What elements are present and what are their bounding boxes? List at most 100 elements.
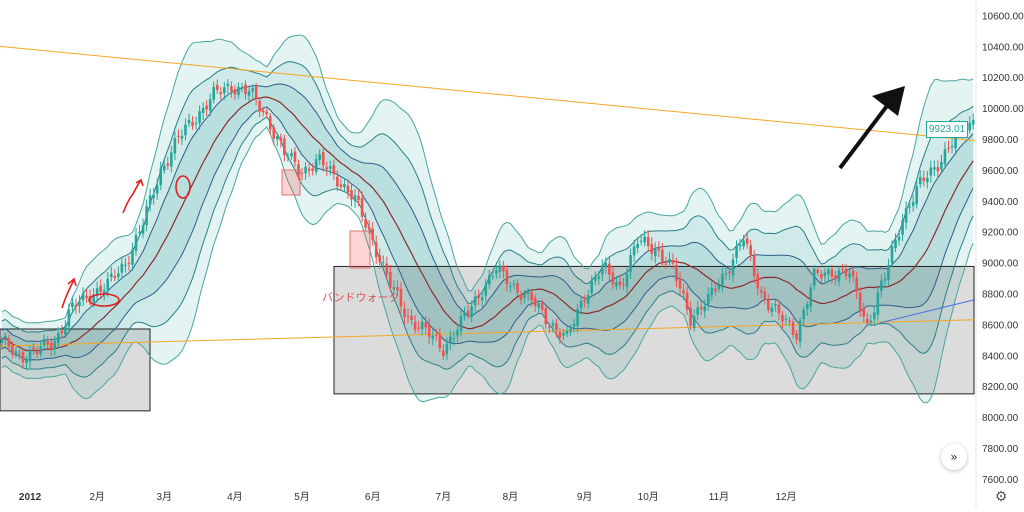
candle-body <box>339 184 343 187</box>
forecast-arrow-head <box>872 86 905 116</box>
candle-body <box>109 273 113 277</box>
candle-body <box>420 321 424 330</box>
candle-body <box>120 263 124 273</box>
candle-body <box>88 296 92 303</box>
resistance-trendline <box>0 45 976 142</box>
candle-body <box>615 282 618 287</box>
candle-body <box>399 288 403 307</box>
x-tick-label: 3月 <box>156 491 172 503</box>
candle-body <box>247 91 251 96</box>
candle-body <box>671 259 675 264</box>
x-tick-label: 7月 <box>436 491 452 503</box>
scroll-to-latest-icon[interactable]: » <box>941 444 967 470</box>
candle-body <box>551 323 555 326</box>
candle-body <box>569 328 572 332</box>
candle-body <box>876 292 880 315</box>
candle-body <box>601 265 604 275</box>
candle-body <box>254 86 258 99</box>
candle-body <box>548 326 551 328</box>
candle-body <box>735 246 738 258</box>
candle-body <box>608 263 611 275</box>
candle-body <box>226 83 230 87</box>
candle-body <box>728 271 731 274</box>
band-line-minus1sigma <box>1 106 974 361</box>
candle-body <box>378 255 382 263</box>
candle-body <box>774 303 777 306</box>
candle-body <box>364 219 367 228</box>
candle-body <box>403 308 406 318</box>
candle-body <box>371 228 374 241</box>
candle-body <box>438 334 442 349</box>
candle-body <box>590 280 594 294</box>
candle-body <box>357 195 360 200</box>
candle-body <box>827 269 830 275</box>
candle-body <box>777 304 781 314</box>
candle-body <box>173 138 177 154</box>
blue-trendline <box>879 299 976 324</box>
candle-body <box>102 290 106 294</box>
candle-body <box>682 290 685 294</box>
gear-icon[interactable]: ⚙ <box>994 489 1008 505</box>
candle-body <box>92 294 95 303</box>
candle-body <box>318 154 322 160</box>
y-tick-label: 10200.00 <box>982 73 1024 84</box>
candle-body <box>926 177 929 183</box>
candle-body <box>523 293 526 298</box>
candle-body <box>42 338 46 346</box>
candle-body <box>325 167 329 170</box>
up-arrow-marker-2 <box>61 277 77 309</box>
candle-body <box>505 269 509 285</box>
candle-body <box>233 89 237 95</box>
candle-body <box>834 275 837 280</box>
candle-body <box>947 147 950 149</box>
candle-body <box>307 168 311 171</box>
candle-body <box>940 161 943 170</box>
x-tick-label: 2月 <box>89 491 105 503</box>
candle-body <box>332 165 336 175</box>
candle-body <box>901 220 904 235</box>
candle-body <box>540 303 544 310</box>
candle-body <box>314 159 318 172</box>
candle-body <box>46 341 49 345</box>
candle-body <box>304 166 307 174</box>
candle-body <box>971 120 975 125</box>
band-line-plus1sigma <box>1 83 974 342</box>
candle-body <box>194 122 198 124</box>
candle-body <box>11 344 14 355</box>
candle-body <box>127 262 131 265</box>
candle-body <box>629 255 632 273</box>
candle-body <box>526 290 530 295</box>
candle-body <box>215 84 219 90</box>
candle-body <box>148 195 152 205</box>
candle-body <box>823 272 827 277</box>
y-tick-label: 7600.00 <box>982 475 1019 486</box>
candle-body <box>484 284 488 296</box>
y-tick-label: 10600.00 <box>982 11 1024 22</box>
candle-body <box>555 323 558 331</box>
candle-body <box>417 327 420 329</box>
y-tick-label: 9600.00 <box>982 166 1019 177</box>
candle-body <box>784 318 788 320</box>
candle-body <box>862 308 866 317</box>
candle-body <box>177 135 180 137</box>
candle-body <box>593 277 597 281</box>
candle-body <box>170 152 173 167</box>
candle-body <box>657 247 661 251</box>
candle-body <box>745 238 749 244</box>
candle-body <box>473 296 477 306</box>
candle-body <box>954 133 957 149</box>
candle-body <box>929 167 933 176</box>
candle-body <box>495 270 498 274</box>
candle-body <box>166 163 170 166</box>
candle-body <box>452 337 456 339</box>
candle-body <box>385 263 389 275</box>
candle-body <box>738 244 742 247</box>
circle-marker-2 <box>175 175 191 199</box>
candle-body <box>208 99 212 111</box>
support-trendline <box>0 319 976 347</box>
candle-body <box>251 88 254 92</box>
candle-body <box>406 315 410 317</box>
candle-body <box>788 320 791 322</box>
band-line-plus2sigma <box>1 61 974 333</box>
